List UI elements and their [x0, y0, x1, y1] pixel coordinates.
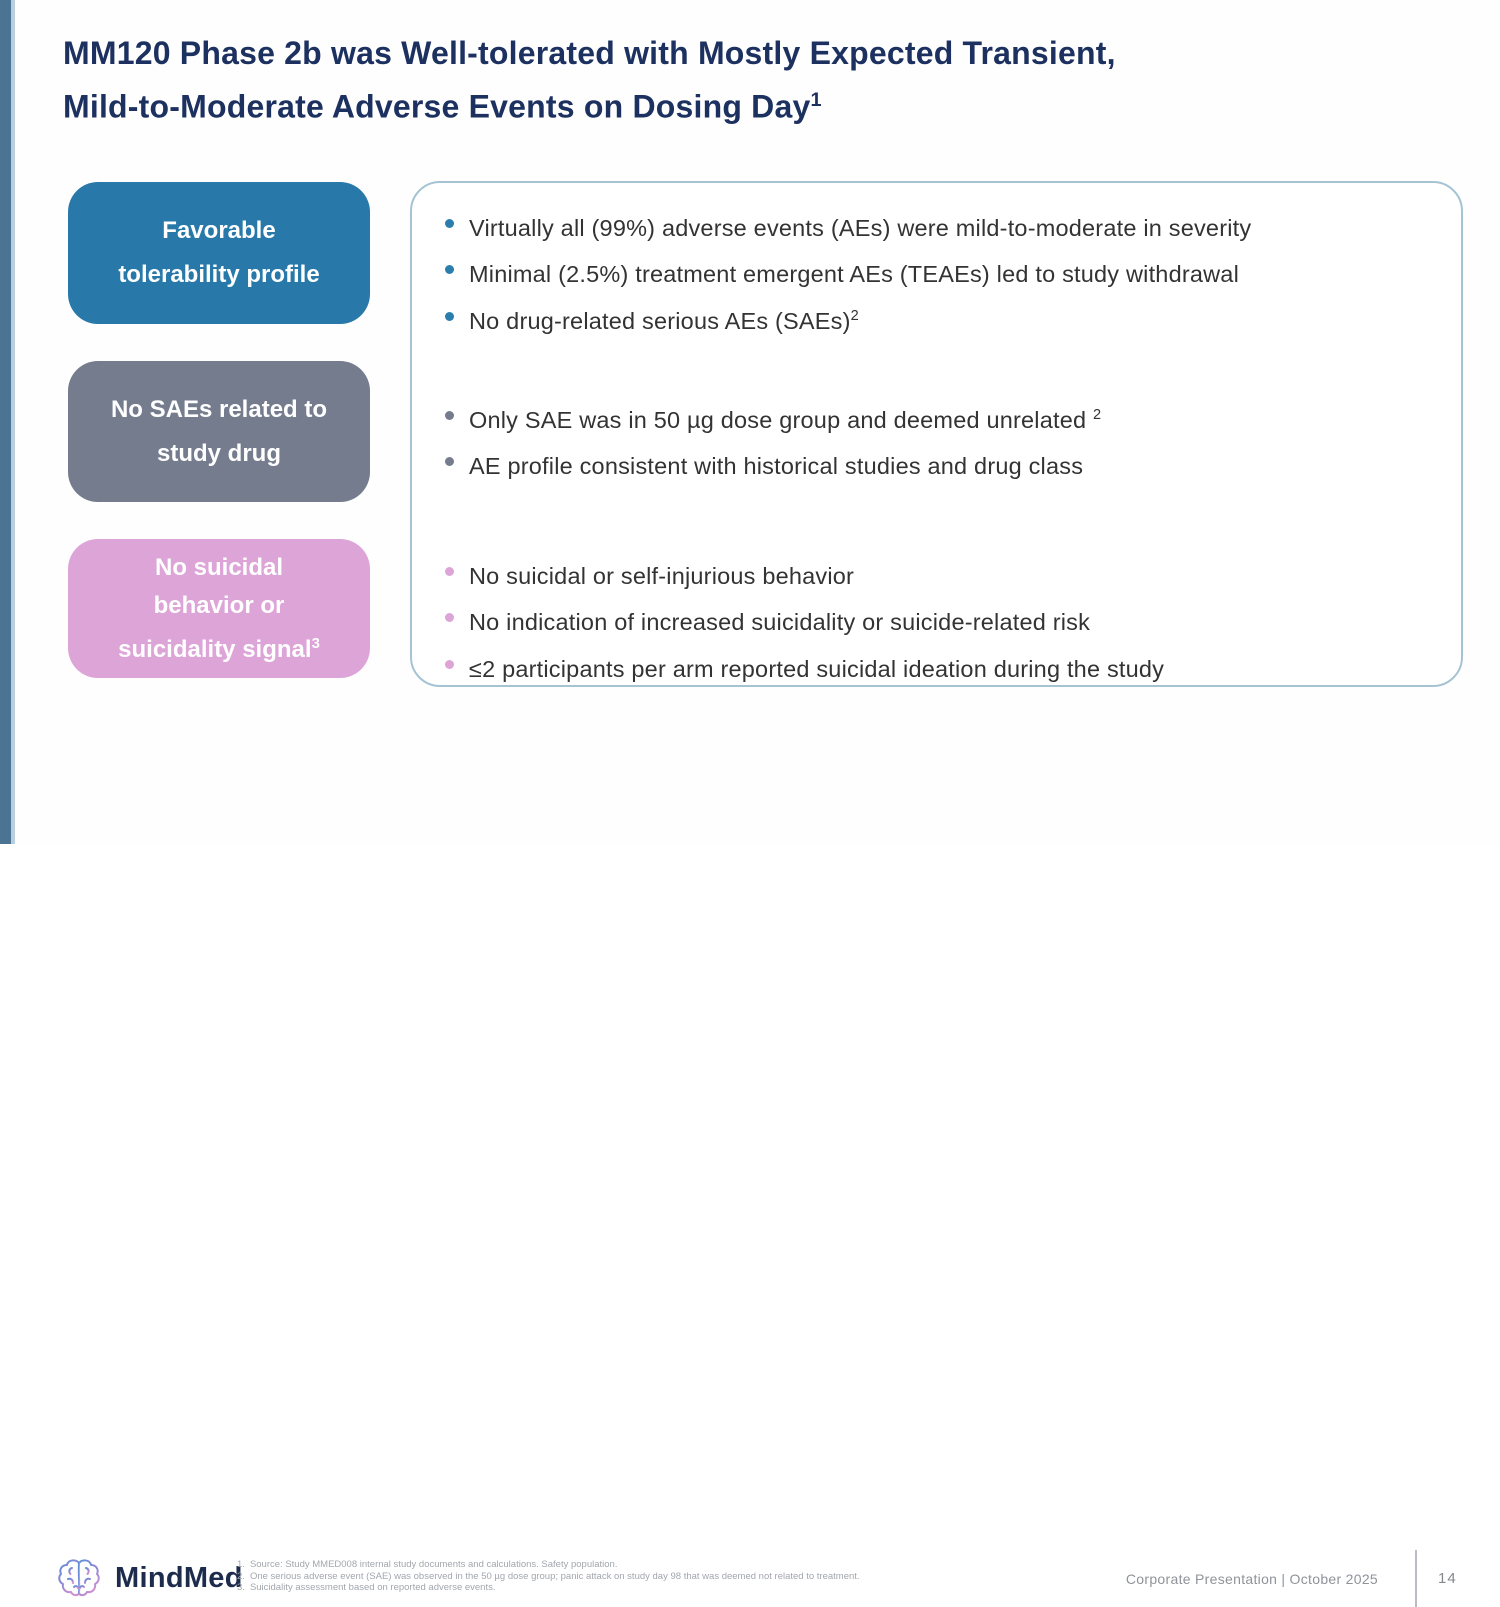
bullet-item: No drug-related serious AEs (SAEs)2 [442, 296, 1432, 342]
bullet-group-saes: Only SAE was in 50 µg dose group and dee… [442, 395, 1432, 488]
mindmed-wordmark: MindMed [115, 1561, 243, 1594]
bullet-group-tolerability: Virtually all (99%) adverse events (AEs)… [442, 203, 1432, 342]
mindmed-brain-icon [58, 1559, 100, 1597]
key-box-favorable-tolerability: Favorable tolerability profile [68, 182, 370, 324]
mindmed-logo: MindMed [55, 1554, 243, 1602]
key-box-no-saes: No SAEs related to study drug [68, 361, 370, 502]
footnote-item: 1. Source: Study MMED008 internal study d… [237, 1559, 618, 1570]
page-title: MM120 Phase 2b was Well-tolerated with M… [63, 30, 1463, 131]
bullets-panel: Virtually all (99%) adverse events (AEs)… [410, 181, 1463, 687]
page-title-line2: Mild-to-Moderate Adverse Events on Dosin… [63, 88, 811, 125]
bullet-item: No suicidal or self-injurious behavior [442, 551, 1432, 597]
slide-footer: MindMed 1. Source: Study MMED008 internal… [0, 772, 1500, 1607]
key-box-no-suicidality: No suicidal behavior or suicidality sign… [68, 539, 370, 678]
bullet-item: Virtually all (99%) adverse events (AEs)… [442, 203, 1432, 249]
footnote-item: 3. Suicidality assessment based on report… [237, 1582, 496, 1593]
page-title-footnote-ref: 1 [810, 89, 822, 111]
presentation-label: Corporate Presentation | October 2025 [1125, 1571, 1378, 1587]
footnote-item: 2. One serious adverse event (SAE) was ob… [237, 1570, 860, 1582]
key-box-label: No suicidal behavior or suicidality sign… [118, 553, 320, 663]
slide-accent-bar [0, 0, 15, 844]
bullet-item: No indication of increased suicidality o… [442, 597, 1432, 643]
key-box-label: No SAEs related to study drug [110, 395, 328, 467]
bullet-item: ≤2 participants per arm reported suicida… [442, 644, 1432, 690]
bullet-item: Only SAE was in 50 µg dose group and dee… [442, 395, 1432, 441]
page-number: 14 [1438, 1570, 1457, 1587]
key-box-label: Favorable tolerability profile [118, 217, 320, 288]
bullet-item: Minimal (2.5%) treatment emergent AEs (T… [442, 249, 1432, 295]
footnotes: 1. Source: Study MMED008 internal study d… [237, 1559, 887, 1594]
page-title-line1: MM120 Phase 2b was Well-tolerated with M… [63, 35, 1116, 71]
bullet-group-suicidality: No suicidal or self-injurious behavior N… [442, 551, 1432, 690]
bullet-item: AE profile consistent with historical st… [442, 441, 1432, 487]
footer-divider [1415, 1550, 1417, 1607]
